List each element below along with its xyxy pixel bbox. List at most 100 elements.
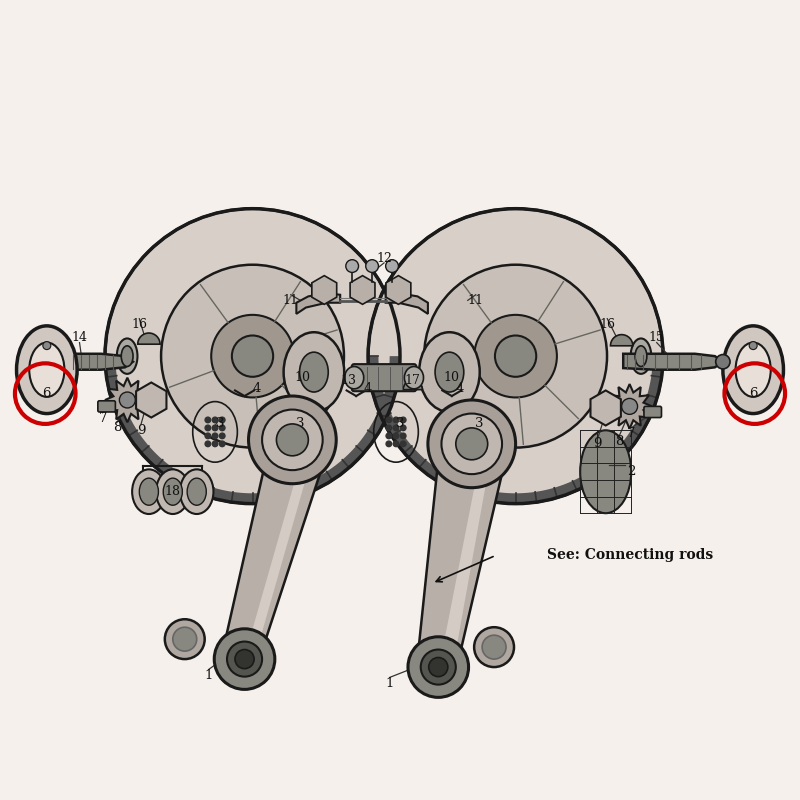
Ellipse shape <box>262 410 322 470</box>
Ellipse shape <box>716 354 730 369</box>
FancyBboxPatch shape <box>352 364 416 391</box>
Circle shape <box>386 260 398 273</box>
Circle shape <box>463 417 469 422</box>
Circle shape <box>400 425 406 430</box>
Polygon shape <box>623 354 723 370</box>
Circle shape <box>470 433 476 438</box>
Text: 9: 9 <box>594 438 602 450</box>
Text: 9: 9 <box>137 424 145 437</box>
Circle shape <box>386 433 392 438</box>
Ellipse shape <box>580 430 631 514</box>
Polygon shape <box>105 356 400 504</box>
Ellipse shape <box>163 478 182 506</box>
Circle shape <box>43 342 51 350</box>
Ellipse shape <box>122 346 133 366</box>
Circle shape <box>346 260 358 273</box>
Ellipse shape <box>17 326 77 414</box>
Circle shape <box>219 417 225 422</box>
Text: 1: 1 <box>386 677 394 690</box>
Polygon shape <box>442 452 492 651</box>
Ellipse shape <box>187 478 206 506</box>
Ellipse shape <box>249 396 336 484</box>
Ellipse shape <box>482 635 506 659</box>
Circle shape <box>400 441 406 446</box>
Text: 10: 10 <box>294 371 310 384</box>
Circle shape <box>400 433 406 438</box>
Polygon shape <box>590 390 621 426</box>
Ellipse shape <box>211 315 294 398</box>
Circle shape <box>212 433 218 438</box>
Circle shape <box>386 425 392 430</box>
Ellipse shape <box>173 627 197 651</box>
Circle shape <box>478 441 483 446</box>
Circle shape <box>478 433 483 438</box>
Ellipse shape <box>474 315 557 398</box>
Ellipse shape <box>105 209 400 504</box>
Circle shape <box>470 441 476 446</box>
Circle shape <box>394 417 399 422</box>
Circle shape <box>292 433 298 438</box>
Ellipse shape <box>474 627 514 667</box>
Ellipse shape <box>345 366 364 389</box>
Circle shape <box>292 441 298 446</box>
Text: See: Connecting rods: See: Connecting rods <box>547 549 714 562</box>
Ellipse shape <box>284 332 344 412</box>
Circle shape <box>299 433 305 438</box>
Circle shape <box>235 650 254 669</box>
Circle shape <box>227 642 262 677</box>
Wedge shape <box>610 334 633 346</box>
Circle shape <box>232 335 273 377</box>
Circle shape <box>478 425 483 430</box>
Polygon shape <box>55 354 133 370</box>
Text: 7: 7 <box>98 412 107 425</box>
Circle shape <box>219 433 225 438</box>
Circle shape <box>400 417 406 422</box>
Text: 4: 4 <box>364 382 372 394</box>
Text: 12: 12 <box>376 251 392 265</box>
Circle shape <box>421 650 456 685</box>
Polygon shape <box>249 448 314 643</box>
Polygon shape <box>105 378 150 422</box>
Circle shape <box>463 425 469 430</box>
Polygon shape <box>136 382 166 418</box>
Polygon shape <box>386 276 411 304</box>
Ellipse shape <box>214 629 275 690</box>
Ellipse shape <box>424 265 607 447</box>
Ellipse shape <box>299 352 328 392</box>
Circle shape <box>394 433 399 438</box>
Ellipse shape <box>30 342 65 397</box>
Ellipse shape <box>635 346 647 366</box>
Circle shape <box>285 425 290 430</box>
Circle shape <box>394 425 399 430</box>
Wedge shape <box>138 333 160 344</box>
Ellipse shape <box>49 354 62 369</box>
Polygon shape <box>312 276 337 304</box>
Ellipse shape <box>180 470 214 514</box>
Text: 3: 3 <box>296 418 305 430</box>
Text: 3: 3 <box>396 418 404 430</box>
Circle shape <box>429 658 448 677</box>
Circle shape <box>285 417 290 422</box>
Circle shape <box>292 425 298 430</box>
Text: 11: 11 <box>468 294 484 307</box>
Text: 8: 8 <box>615 435 623 448</box>
Ellipse shape <box>404 366 423 389</box>
Ellipse shape <box>139 478 158 506</box>
Polygon shape <box>350 276 375 304</box>
Ellipse shape <box>442 414 502 474</box>
Ellipse shape <box>161 265 344 447</box>
Polygon shape <box>386 293 428 314</box>
Text: 7: 7 <box>627 427 635 440</box>
Ellipse shape <box>117 338 138 374</box>
Circle shape <box>470 417 476 422</box>
Ellipse shape <box>408 637 469 698</box>
Text: 16: 16 <box>599 318 615 330</box>
FancyBboxPatch shape <box>644 406 662 418</box>
Text: 3: 3 <box>475 418 484 430</box>
Circle shape <box>119 392 135 408</box>
Text: 10: 10 <box>444 371 460 384</box>
Circle shape <box>212 417 218 422</box>
Circle shape <box>470 425 476 430</box>
Circle shape <box>749 342 757 350</box>
Ellipse shape <box>165 619 205 659</box>
